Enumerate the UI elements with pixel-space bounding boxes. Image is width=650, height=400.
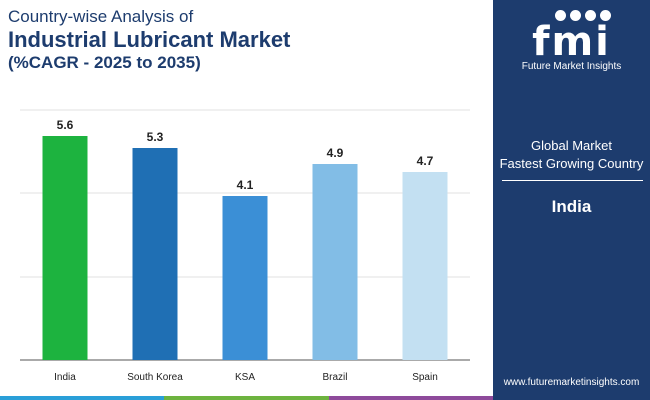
title-line-3: (%CAGR - 2025 to 2035) [8,53,201,72]
value-label: 4.1 [237,178,254,192]
value-label: 4.7 [417,154,434,168]
logo-dot-icon [600,10,611,21]
bar-south-korea [132,148,178,360]
bottom-bar-segment [328,396,493,400]
value-label: 5.3 [147,130,164,144]
category-label: South Korea [127,372,183,383]
value-labels: 5.6 5.3 4.1 4.9 4.7 [57,118,434,192]
bar-ksa [222,196,268,360]
fmi-logo: fmi Future Market Insights [493,6,650,76]
logo-dot-icon [570,10,581,21]
sidebar-panel: fmi Future Market Insights Global Market… [493,0,650,400]
bars [42,136,448,360]
logo-dot-icon [555,10,566,21]
bar-india [42,136,88,360]
fastest-growing-country: India [551,197,592,216]
website-url[interactable]: www.futuremarketinsights.com [503,377,640,388]
category-label: Spain [412,372,438,383]
title-line-2: Industrial Lubricant Market [8,27,291,52]
logo-subtitle: Future Market Insights [521,61,622,72]
category-label: India [54,372,76,383]
title-line-1: Country-wise Analysis of [8,7,194,26]
sidebar-divider [502,180,643,181]
fastest-growing-label: Fastest Growing Country [499,156,644,171]
bar-chart: 5.6 5.3 4.1 4.9 4.7 India South Korea KSA Brazi… [20,109,470,383]
bar-brazil [312,164,358,360]
global-market-label: Global Market [531,138,612,153]
category-label: KSA [235,372,255,383]
category-labels: India South Korea KSA Brazil Spain [54,372,438,383]
bottom-color-bar [0,396,493,400]
bottom-bar-segment [164,396,329,400]
value-label: 4.9 [327,146,344,160]
bar-spain [402,172,448,360]
logo-icons [555,8,635,22]
bottom-bar-segment [0,396,165,400]
logo-wordmark: fmi [532,19,611,65]
category-label: Brazil [322,372,347,383]
value-label: 5.6 [57,118,74,132]
logo-dot-icon [585,10,596,21]
chart-title-block: Country-wise Analysis of Industrial Lubr… [8,6,290,73]
